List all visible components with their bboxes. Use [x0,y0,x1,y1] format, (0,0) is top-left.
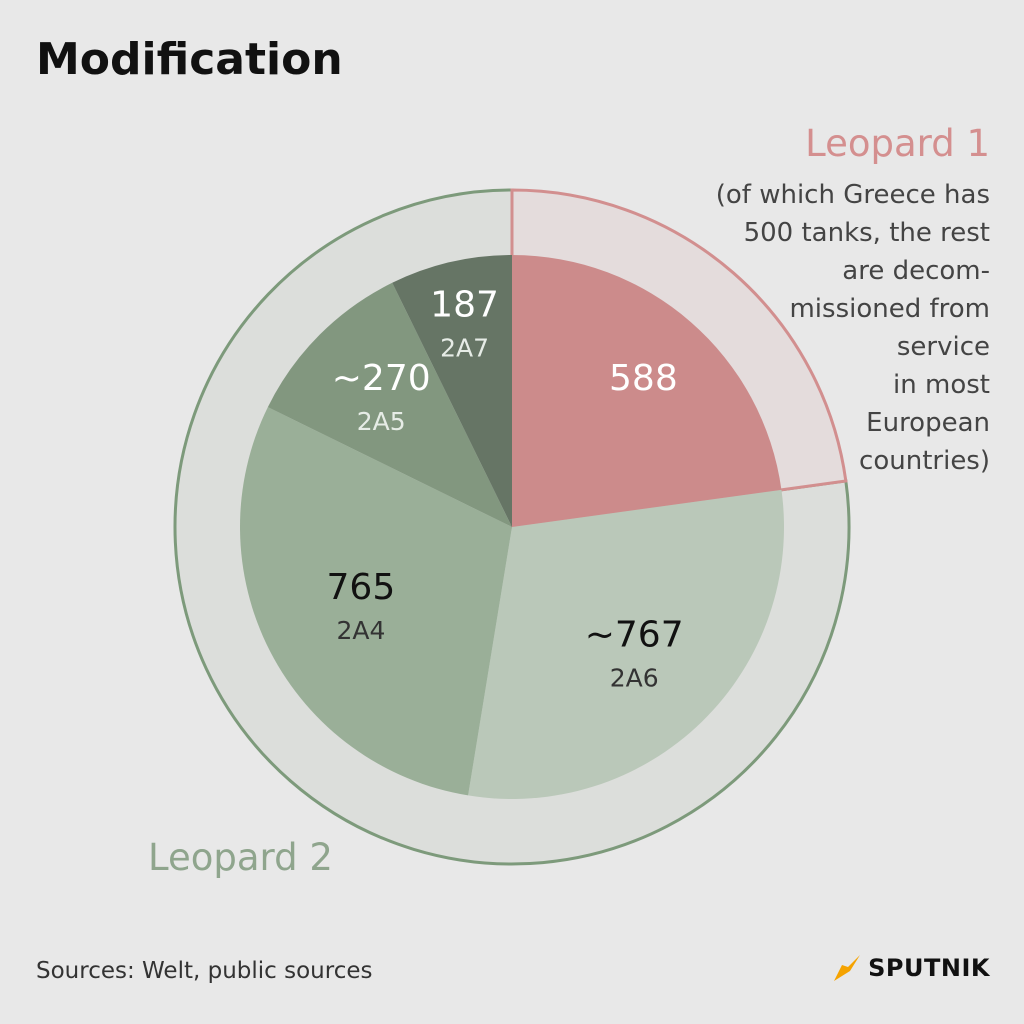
brand-name: SPUTNIK [868,954,990,982]
slice-category-label: 2A5 [357,407,406,436]
slice-value-label: 765 [327,567,396,608]
pie-slice [468,489,784,800]
chart-title: Modification [36,34,343,85]
slice-category-label: 2A7 [440,333,489,362]
slice-value-label: 187 [430,284,499,325]
leopard1-note: (of which Greece has 500 tanks, the rest… [715,180,990,476]
pie-slice [267,282,512,527]
slice-value-label: 588 [609,358,678,399]
sources-text: Sources: Welt, public sources [36,958,373,984]
slice-category-label: 2A6 [610,663,659,692]
slice-value-label: ~270 [332,358,431,399]
pie-slice [392,255,512,527]
leopard2-label: Leopard 2 [148,836,333,879]
slice-category-label: 2A4 [336,616,385,645]
pie-slice [239,407,512,796]
brand-logo: SPUTNIK [832,953,990,983]
leopard1-label: Leopard 1 [805,122,990,165]
sputnik-logo-icon [834,955,861,981]
pie-slice [512,255,782,527]
slice-value-label: ~767 [585,614,684,655]
